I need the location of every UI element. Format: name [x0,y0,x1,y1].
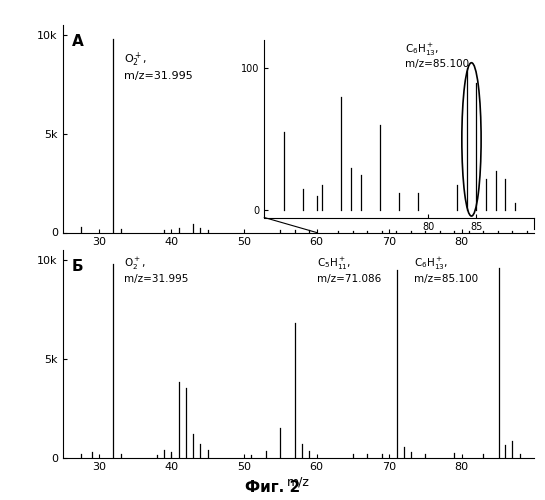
X-axis label: m/z: m/z [287,475,310,488]
Text: Фиг. 2: Фиг. 2 [245,480,300,495]
Text: C$_6$H$_{13}^+$,
m/z=85.100: C$_6$H$_{13}^+$, m/z=85.100 [404,42,469,70]
Text: А: А [72,34,84,49]
Text: Б: Б [72,259,84,274]
X-axis label: m/z: m/z [287,250,310,263]
Text: O$_2^+$,
m/z=31.995: O$_2^+$, m/z=31.995 [124,256,189,283]
Text: C$_6$H$_{13}^+$,
m/z=85.100: C$_6$H$_{13}^+$, m/z=85.100 [414,256,479,283]
Text: O$_2^+$,
m/z=31.995: O$_2^+$, m/z=31.995 [124,50,193,80]
Text: C$_5$H$_{11}^+$,
m/z=71.086: C$_5$H$_{11}^+$, m/z=71.086 [317,256,381,283]
